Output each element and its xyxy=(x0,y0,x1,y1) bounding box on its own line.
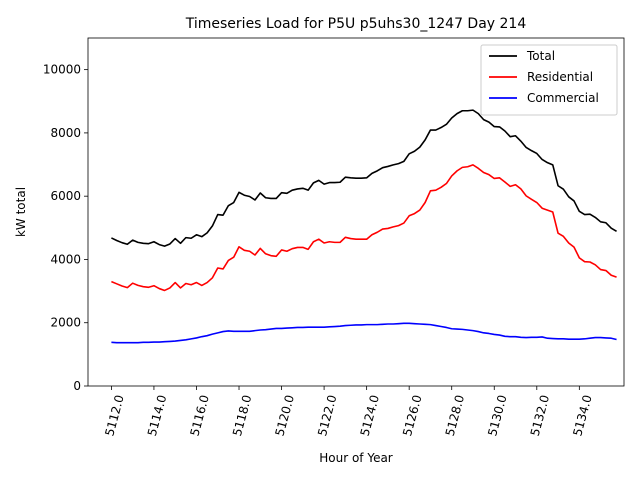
series-line-residential xyxy=(111,164,617,292)
y-tick-label: 10000 xyxy=(43,63,81,77)
series-line-commercial xyxy=(111,322,617,344)
y-axis: 0 2000 4000 6000 8000 10000 xyxy=(43,63,88,393)
x-axis-label: Hour of Year xyxy=(319,451,393,465)
legend: Total Residential Commercial xyxy=(480,44,618,116)
plot-frame xyxy=(87,37,625,387)
y-tick-label: 4000 xyxy=(50,252,81,266)
y-tick-label: 0 xyxy=(73,379,81,393)
legend-label-residential: Residential xyxy=(527,70,593,84)
series-layer xyxy=(111,109,617,344)
legend-label-total: Total xyxy=(526,49,555,63)
legend-label-commercial: Commercial xyxy=(527,91,599,105)
y-tick-label: 2000 xyxy=(50,316,81,330)
series-line-total xyxy=(111,109,617,247)
y-axis-label: kW total xyxy=(14,187,28,237)
chart-title: Timeseries Load for P5U p5uhs30_1247 Day… xyxy=(185,16,527,32)
y-tick-label: 6000 xyxy=(50,189,81,203)
y-tick-label: 8000 xyxy=(50,126,81,140)
